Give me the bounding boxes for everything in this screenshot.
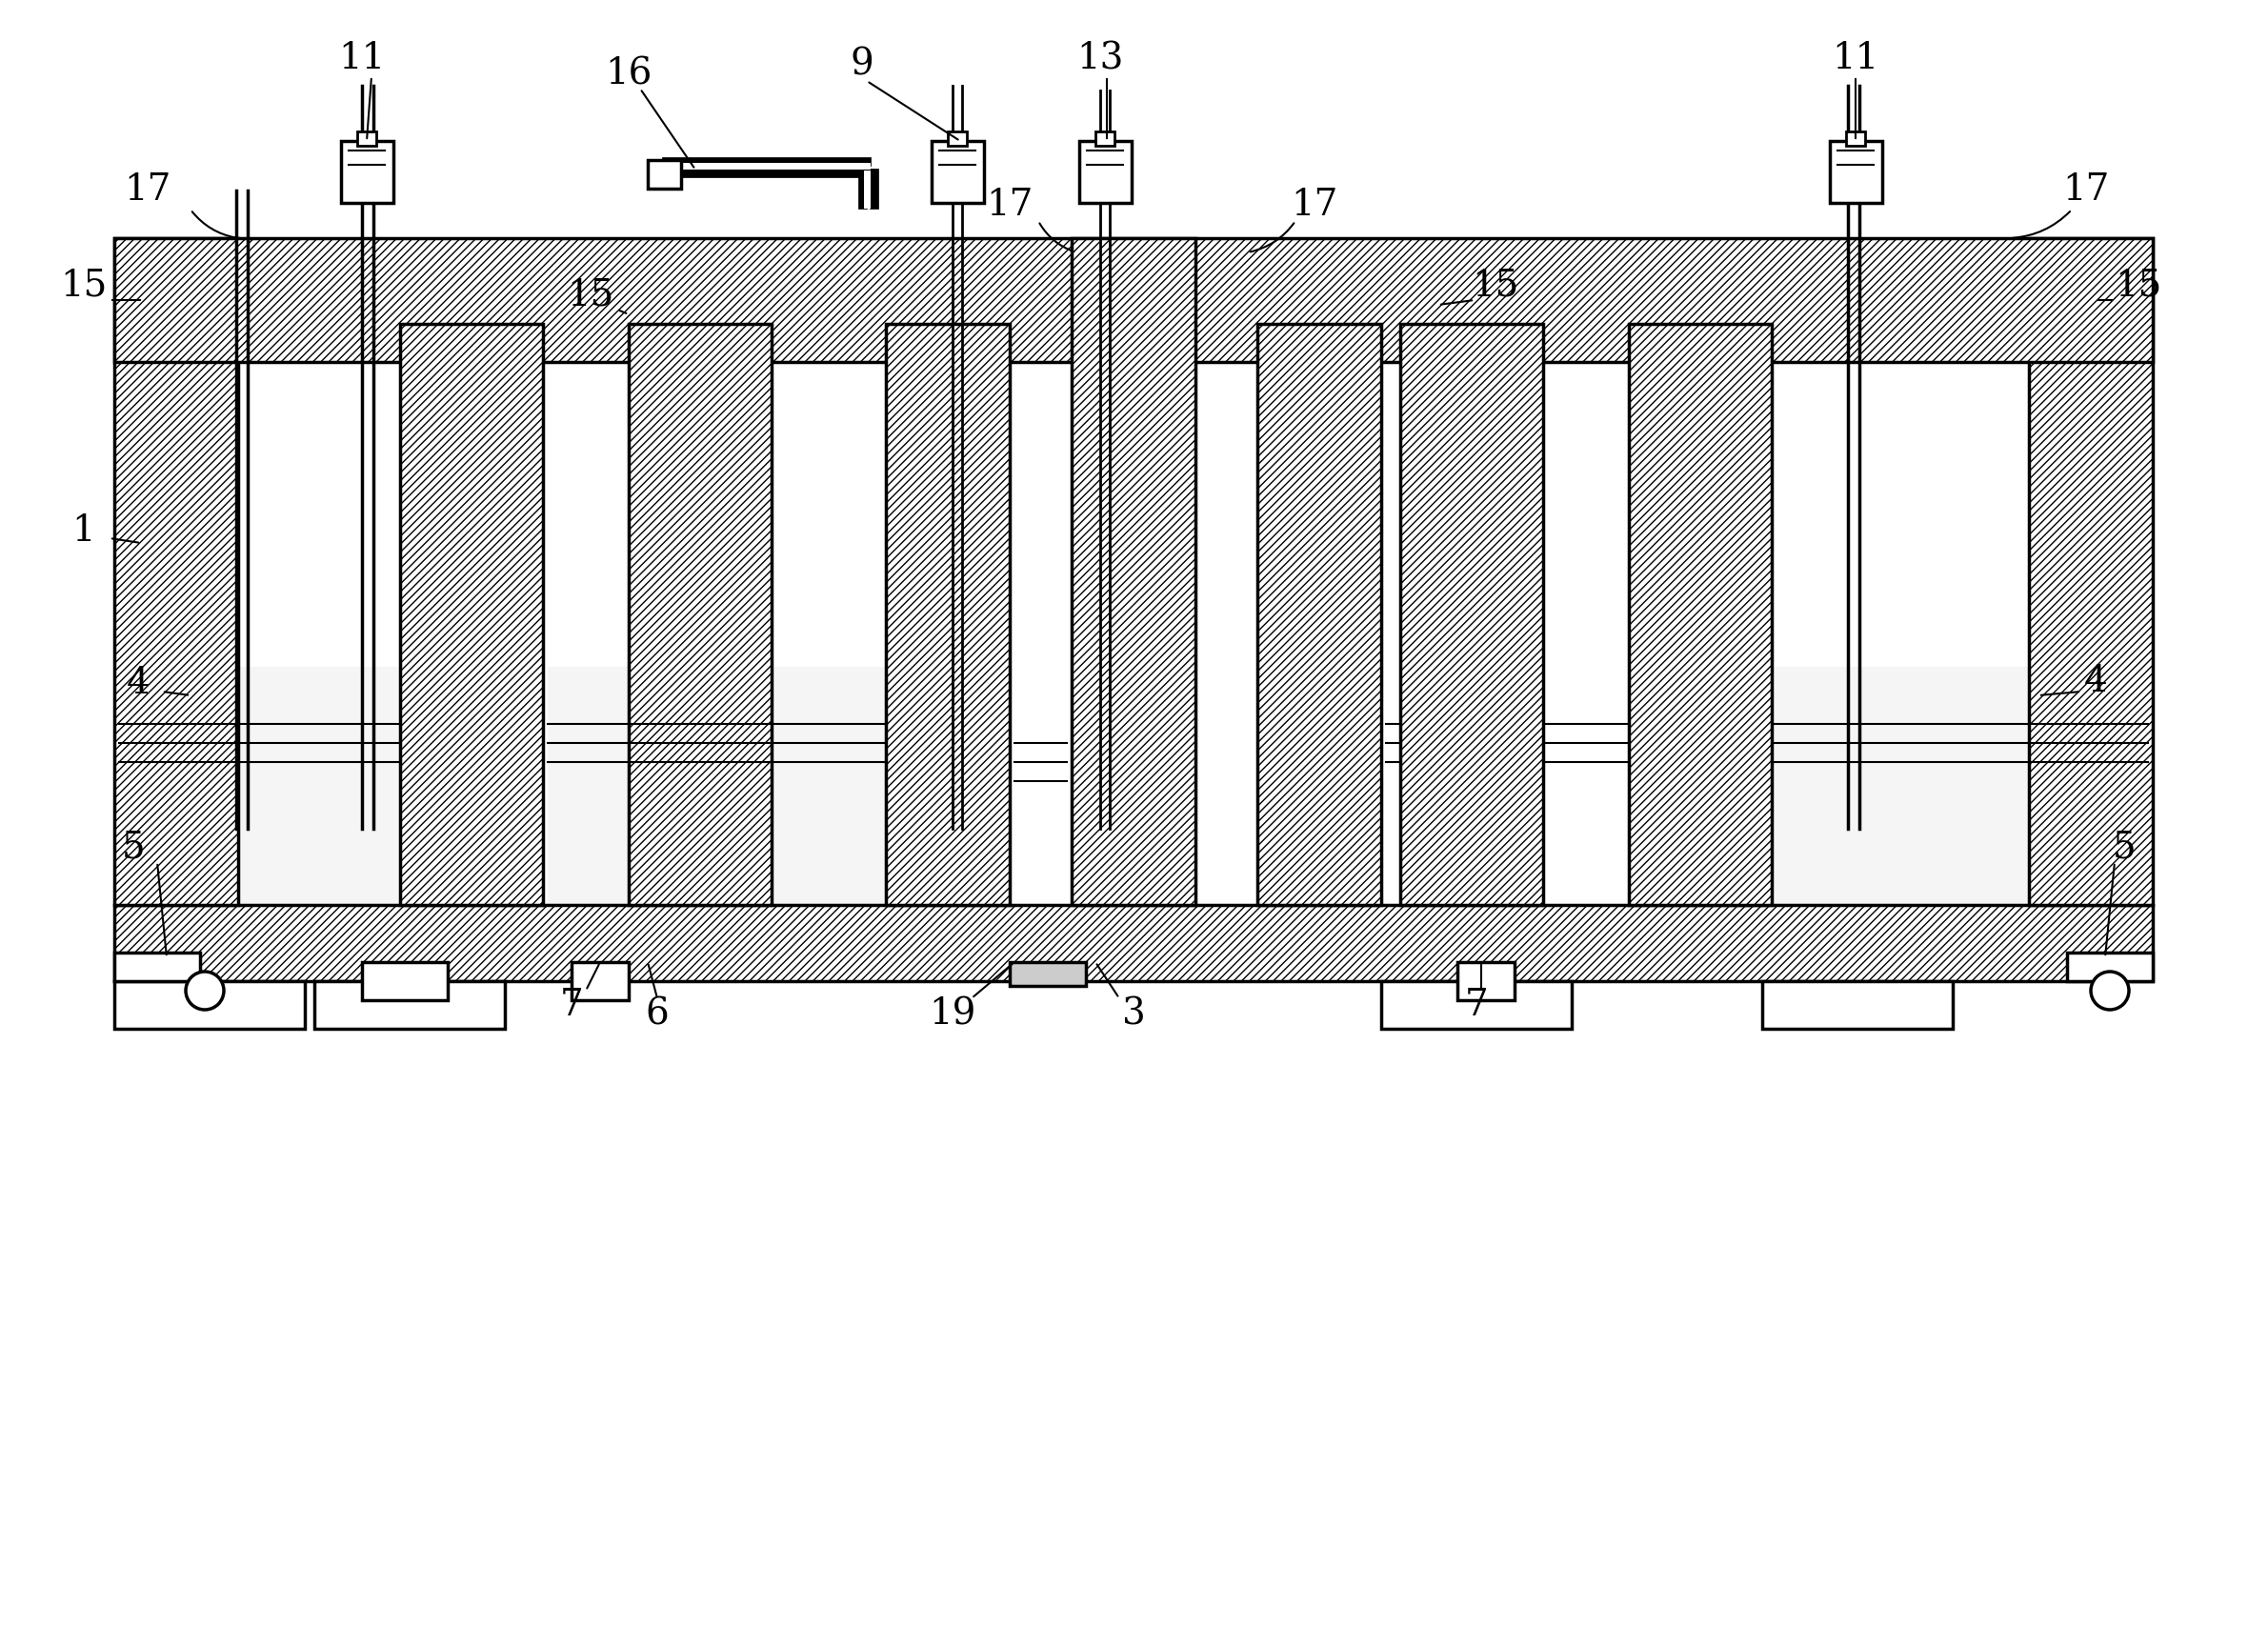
Bar: [113, 237, 238, 906]
Bar: [363, 963, 447, 1000]
Bar: [547, 667, 887, 906]
Bar: [118, 667, 399, 906]
Bar: [1080, 141, 1132, 203]
Bar: [649, 159, 680, 189]
Bar: [572, 963, 628, 1000]
Bar: [2066, 953, 2152, 980]
Text: 7: 7: [1465, 987, 1488, 1023]
Text: 4: 4: [127, 667, 150, 701]
Text: 15: 15: [61, 268, 107, 304]
Bar: [887, 324, 1009, 906]
Bar: [113, 906, 2152, 980]
Bar: [1399, 324, 1542, 906]
Text: 17: 17: [1290, 187, 1338, 223]
Text: 7: 7: [560, 987, 583, 1023]
Circle shape: [186, 972, 225, 1010]
Bar: [399, 324, 542, 906]
Text: 3: 3: [1123, 997, 1145, 1033]
Circle shape: [2091, 972, 2130, 1010]
Bar: [1762, 980, 1953, 1029]
Text: 17: 17: [987, 187, 1034, 223]
Bar: [628, 324, 771, 906]
Bar: [113, 953, 200, 980]
Text: 15: 15: [2116, 268, 2161, 304]
Text: 13: 13: [1077, 41, 1123, 76]
Text: 19: 19: [930, 997, 975, 1033]
Bar: [1070, 237, 1195, 906]
Bar: [1628, 324, 1771, 906]
Bar: [113, 237, 238, 906]
Text: 17: 17: [2062, 172, 2109, 208]
Text: 6: 6: [646, 997, 669, 1033]
Bar: [113, 906, 2152, 980]
Bar: [1256, 324, 1381, 906]
Bar: [1458, 963, 1515, 1000]
Bar: [1846, 132, 1864, 146]
Text: 4: 4: [2084, 663, 2107, 699]
Bar: [113, 980, 304, 1029]
Bar: [113, 237, 2152, 363]
Text: 15: 15: [1472, 268, 1520, 304]
Text: 9: 9: [850, 47, 873, 83]
Bar: [2030, 237, 2152, 906]
Text: 11: 11: [1833, 41, 1878, 76]
Bar: [932, 141, 984, 203]
Text: 11: 11: [338, 41, 386, 76]
Bar: [1771, 667, 2148, 906]
Bar: [1399, 324, 1542, 906]
Bar: [356, 132, 376, 146]
Bar: [1830, 141, 1882, 203]
Bar: [1009, 963, 1086, 985]
Bar: [113, 237, 2152, 363]
Text: 5: 5: [122, 831, 145, 865]
Bar: [399, 324, 542, 906]
Text: 5: 5: [2112, 831, 2136, 865]
Bar: [315, 980, 506, 1029]
Bar: [887, 324, 1009, 906]
Bar: [628, 324, 771, 906]
Bar: [948, 132, 966, 146]
Text: 15: 15: [567, 278, 615, 312]
Text: 1: 1: [73, 514, 95, 550]
Text: 16: 16: [606, 57, 653, 93]
Bar: [1381, 980, 1572, 1029]
Bar: [1628, 324, 1771, 906]
Bar: [2030, 237, 2152, 906]
Bar: [1256, 324, 1381, 906]
Bar: [1095, 132, 1114, 146]
Bar: [1070, 237, 1195, 906]
Text: 17: 17: [125, 172, 170, 208]
Bar: [340, 141, 392, 203]
